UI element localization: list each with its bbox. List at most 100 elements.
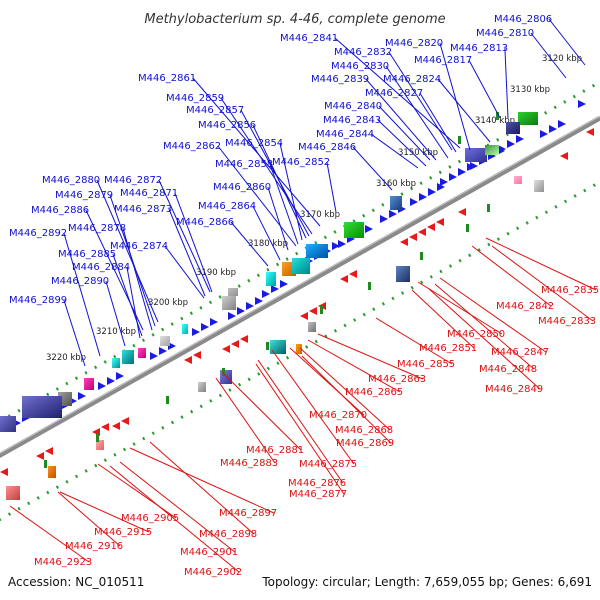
forward-gene-label: M446_2864 (198, 201, 256, 212)
scale-label: 3140 kbp (475, 116, 515, 126)
forward-gene-arrow (280, 280, 288, 288)
reverse-gene-arrow (184, 356, 192, 364)
gene-marker (222, 368, 225, 376)
gene-feature-box (306, 244, 328, 258)
forward-gene-label-leader (267, 186, 289, 251)
gene-feature-box (222, 296, 236, 310)
forward-gene-label-leader (85, 209, 144, 331)
reverse-gene-arrow (112, 422, 120, 430)
forward-gene-label: M446_2880 (42, 175, 100, 186)
forward-gene-arrow (271, 285, 279, 293)
forward-gene-label: M446_2860 (213, 182, 271, 193)
reverse-gene-label-leader (307, 339, 401, 393)
gene-feature-box (112, 358, 120, 368)
forward-gene-label: M446_2862 (163, 141, 221, 152)
forward-gene-arrow (332, 242, 340, 250)
reverse-gene-arrow (121, 417, 129, 425)
forward-gene-label: M446_2824 (383, 74, 441, 85)
reverse-gene-label: M446_2877 (289, 489, 347, 500)
forward-gene-arrow (440, 178, 448, 186)
forward-gene-label: M446_2866 (176, 217, 234, 228)
gene-feature-box (296, 344, 302, 354)
forward-gene-arrow (192, 328, 200, 336)
reverse-gene-label: M446_2869 (336, 438, 394, 449)
reverse-gene-label: M446_2915 (94, 527, 152, 538)
gene-feature-box (465, 148, 487, 162)
forward-gene-label: M446_2854 (225, 138, 283, 149)
reverse-gene-arrow (309, 307, 317, 315)
forward-gene-label-leader (548, 18, 586, 66)
forward-gene-label-leader (63, 232, 101, 357)
forward-gene-arrow (159, 347, 167, 355)
forward-gene-label-leader (352, 146, 393, 191)
reverse-gene-label: M446_2876 (288, 478, 346, 489)
gene-feature-box (160, 336, 170, 346)
reverse-gene-arrow (586, 128, 594, 136)
forward-gene-label-leader (168, 208, 206, 297)
reverse-gene-label-leader (375, 317, 453, 365)
forward-gene-arrow (558, 120, 566, 128)
reverse-gene-label-leader (317, 333, 424, 380)
gene-features (0, 100, 594, 500)
reverse-gene-arrow (400, 238, 408, 246)
reverse-gene-arrow (0, 468, 8, 476)
forward-gene-arrow (410, 198, 418, 206)
forward-gene-label: M446_2872 (104, 175, 162, 186)
forward-gene-arrow (458, 168, 466, 176)
genome-backbone-highlight (0, 115, 600, 454)
reverse-gene-arrow (45, 447, 53, 455)
gene-feature-box (396, 266, 410, 282)
forward-gene-label-leader (164, 245, 205, 299)
reverse-gene-arrow (560, 152, 568, 160)
forward-gene-label: M446_2806 (494, 14, 552, 25)
forward-gene-arrow (578, 100, 586, 108)
reverse-gene-label-leader (299, 347, 391, 431)
gene-marker (320, 306, 323, 314)
reverse-gene-label-leader (411, 289, 475, 349)
gene-feature-box (506, 122, 520, 134)
reverse-gene-label-leader (485, 237, 597, 291)
forward-gene-label-leader (279, 142, 303, 241)
forward-gene-label: M446_2885 (58, 249, 116, 260)
reverse-gene-arrow (101, 423, 109, 431)
forward-gene-arrow (467, 163, 475, 171)
forward-gene-label: M446_2832 (334, 47, 392, 58)
gene-feature-box (48, 466, 56, 478)
forward-gene-arrow (107, 377, 115, 385)
genome-backbone (0, 115, 600, 459)
reverse-gene-label: M446_2855 (397, 359, 455, 370)
gene-feature-box (485, 145, 499, 155)
reverse-gene-arrow (349, 270, 357, 278)
reverse-gene-label-leader (417, 281, 503, 335)
gene-feature-box (220, 370, 232, 384)
forward-gene-arrow (338, 240, 346, 248)
reverse-gene-label-leader (289, 347, 365, 416)
reverse-gene-label-leader (271, 349, 355, 465)
forward-gene-label-leader (122, 227, 153, 331)
forward-gene-label-leader (468, 59, 501, 119)
scale-label: 3130 kbp (510, 85, 550, 95)
forward-gene-arrow (516, 135, 524, 143)
forward-gene-label-leader (326, 161, 337, 213)
gene-marker (420, 252, 423, 260)
forward-gene-arrow (150, 352, 158, 360)
gene-feature-box (518, 112, 538, 125)
reverse-gene-label: M446_2865 (345, 387, 403, 398)
map-title: Methylobacterium sp. 4-46, complete geno… (144, 12, 445, 27)
reverse-gene-label: M446_2898 (199, 529, 257, 540)
gene-feature-box (182, 324, 188, 334)
reverse-gene-label-leader (149, 441, 255, 535)
forward-gene-label-leader (252, 205, 281, 261)
scale-label: 3210 kbp (96, 327, 136, 337)
forward-gene-label: M446_2820 (385, 38, 443, 49)
forward-gene-label: M446_2861 (138, 73, 196, 84)
scale-label: 3180 kbp (248, 239, 288, 249)
forward-gene-arrow (449, 173, 457, 181)
gene-feature-box (6, 486, 20, 500)
forward-gene-label: M446_2856 (198, 120, 256, 131)
gene-feature-box (514, 176, 522, 184)
forward-gene-label-leader (126, 266, 141, 339)
gene-feature-box (344, 222, 364, 238)
gene-marker (466, 224, 469, 232)
